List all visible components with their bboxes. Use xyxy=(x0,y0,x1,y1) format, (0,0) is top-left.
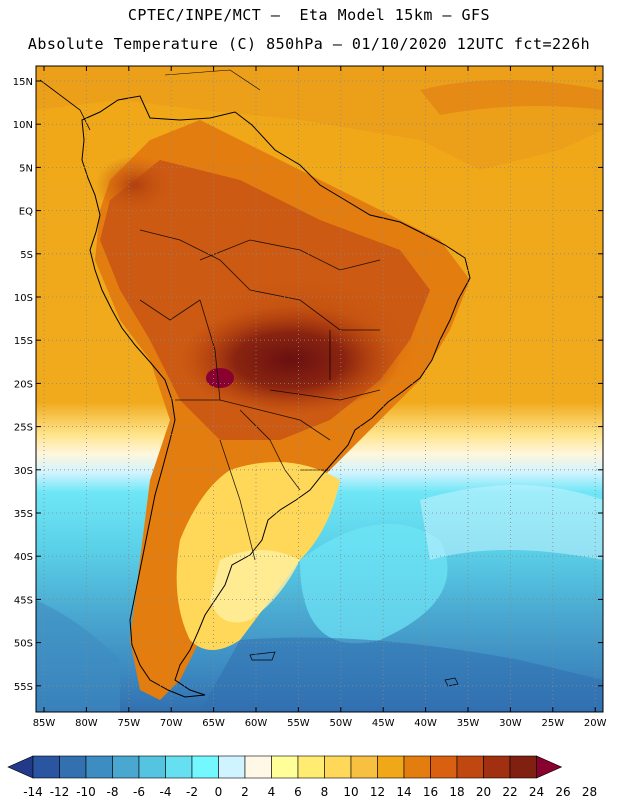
lat-label: 35S xyxy=(14,509,33,520)
legend-swatch xyxy=(350,755,378,779)
legend-swatch xyxy=(244,755,272,779)
lat-labels: 15N 10N 5N EQ 5S 10S 15S 20S 25S 30S 35S 40S 45S 50S 5… xyxy=(13,77,33,693)
lat-label: 25S xyxy=(14,423,33,434)
legend-label: 28 xyxy=(582,785,597,799)
lat-label: 55S xyxy=(14,682,33,693)
legend-label: -12 xyxy=(50,785,70,799)
legend-label: 22 xyxy=(502,785,517,799)
legend-label: 0 xyxy=(215,785,223,799)
legend-label: -10 xyxy=(76,785,96,799)
legend-swatch xyxy=(271,755,299,779)
lat-label: 5S xyxy=(20,250,33,261)
legend-label: 18 xyxy=(449,785,464,799)
lon-label: 40W xyxy=(414,718,437,729)
lat-label: 30S xyxy=(14,466,33,477)
legend-swatch xyxy=(483,755,511,779)
legend-swatch xyxy=(165,755,193,779)
lat-label: 10S xyxy=(14,293,33,304)
lon-label: 65W xyxy=(202,718,225,729)
lon-label: 85W xyxy=(33,718,56,729)
continent-outline xyxy=(81,95,471,698)
lon-label: 25W xyxy=(541,718,564,729)
legend-label: 14 xyxy=(396,785,411,799)
lon-label: 55W xyxy=(287,718,310,729)
legend-label: 4 xyxy=(268,785,276,799)
lat-lon-grid xyxy=(36,66,603,712)
legend-label: 20 xyxy=(476,785,491,799)
legend-swatch xyxy=(324,755,352,779)
lon-labels: 85W 80W 75W 70W 65W 60W 55W 50W 45W 40W 35W 30W 25W 2… xyxy=(33,718,607,729)
legend-label: 16 xyxy=(423,785,438,799)
legend-swatch xyxy=(112,755,140,779)
legend-swatch xyxy=(403,755,431,779)
legend-label: -2 xyxy=(186,785,198,799)
legend-label: -8 xyxy=(107,785,119,799)
lon-label: 75W xyxy=(117,718,140,729)
lat-label: 10N xyxy=(13,120,33,131)
legend-label: 24 xyxy=(529,785,544,799)
legend-label: 2 xyxy=(241,785,249,799)
lon-label: 70W xyxy=(160,718,183,729)
color-legend: -14 -12 -10 -8 -6 -4 -2 0 2 4 6 8 10 12 14 16 18 20 22 24 26… xyxy=(7,755,597,799)
legend-label: -6 xyxy=(133,785,145,799)
legend-label: -4 xyxy=(160,785,172,799)
lat-label: 15N xyxy=(13,77,33,88)
legend-label: 26 xyxy=(555,785,570,799)
map-title: CPTEC/INPE/MCT – Eta Model 15km – GFS xyxy=(127,6,491,24)
legend-swatch xyxy=(377,755,405,779)
map-field xyxy=(36,66,603,712)
legend-label: 8 xyxy=(321,785,329,799)
lat-label: 45S xyxy=(14,595,33,606)
lon-label: 80W xyxy=(75,718,98,729)
lat-label: 50S xyxy=(14,639,33,650)
lat-label: 20S xyxy=(14,379,33,390)
legend-swatch xyxy=(218,755,246,779)
legend-swatch xyxy=(191,755,219,779)
lon-label: 45W xyxy=(372,718,395,729)
legend-swatch xyxy=(430,755,458,779)
legend-label: 10 xyxy=(343,785,358,799)
map-subtitle: Absolute Temperature (C) 850hPa – 01/10/… xyxy=(27,35,591,53)
lat-label: EQ xyxy=(19,207,33,218)
legend-arrow-low xyxy=(7,755,34,779)
lat-label: 40S xyxy=(14,552,33,563)
lon-label: 20W xyxy=(584,718,607,729)
legend-label: -14 xyxy=(23,785,43,799)
legend-swatch xyxy=(138,755,166,779)
lat-label: 15S xyxy=(14,336,33,347)
lon-label: 60W xyxy=(245,718,268,729)
legend-swatch xyxy=(509,755,537,779)
lon-label: 30W xyxy=(499,718,522,729)
lat-label: 5N xyxy=(19,163,33,174)
map-frame xyxy=(35,65,604,713)
axis-ticks xyxy=(36,66,603,712)
lon-label: 35W xyxy=(457,718,480,729)
legend-swatch xyxy=(32,755,60,779)
legend-swatch xyxy=(297,755,325,779)
legend-label: 12 xyxy=(370,785,385,799)
legend-arrow-high xyxy=(536,755,563,779)
lon-label: 50W xyxy=(329,718,352,729)
legend-label: 6 xyxy=(294,785,302,799)
legend-swatch xyxy=(85,755,113,779)
legend-swatch xyxy=(456,755,484,779)
legend-swatch xyxy=(59,755,87,779)
